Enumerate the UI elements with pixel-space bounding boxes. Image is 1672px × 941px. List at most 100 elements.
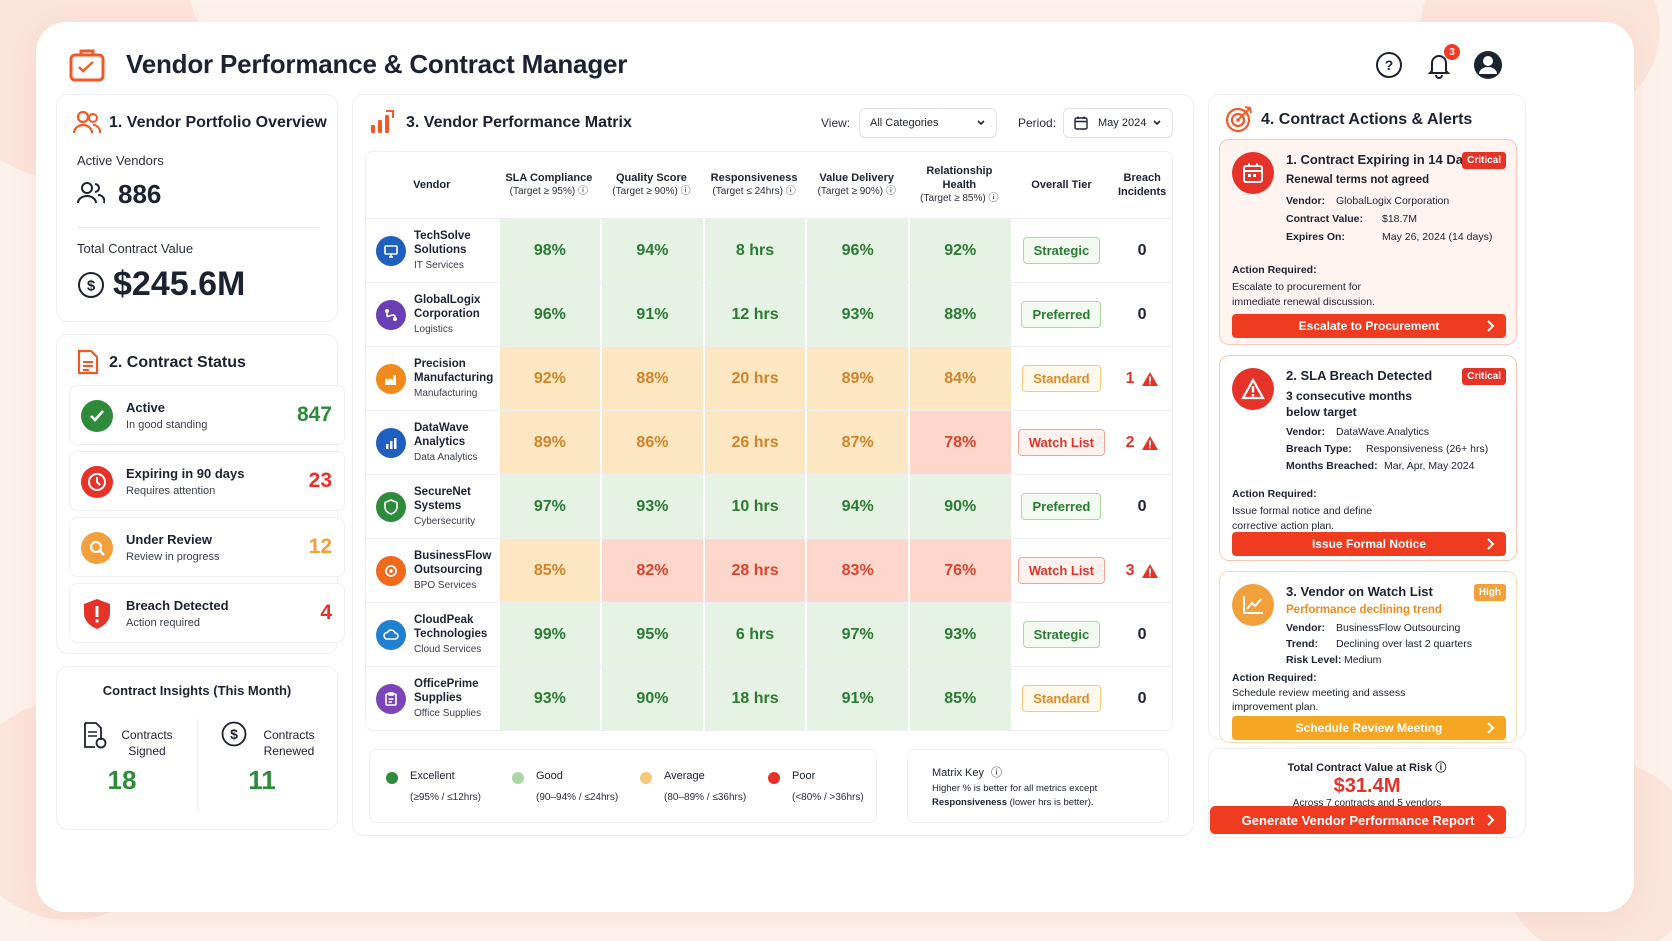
vendor-category: BPO Services: [414, 579, 477, 591]
action-required-text: Schedule review meeting and assess impro…: [1232, 687, 1406, 713]
vendor-cell[interactable]: TechSolve Solutions IT Services: [366, 219, 498, 282]
relationship-health-cell: 76%: [907, 539, 1011, 602]
status-label: Active: [126, 400, 166, 415]
schedule-review-meeting-button[interactable]: Schedule Review Meeting: [1232, 716, 1506, 740]
table-row[interactable]: Precision Manufacturing Manufacturing 92% 8…: [366, 346, 1172, 410]
alert-detail: Vendor: BusinessFlow Outsourcing: [1286, 622, 1461, 634]
status-sub: Action required: [126, 617, 200, 629]
alert-title: 1. Contract Expiring in 14 Days: [1286, 152, 1478, 167]
sla-compliance-cell: 85%: [497, 539, 601, 602]
responsiveness-cell: 20 hrs: [702, 347, 806, 410]
table-row[interactable]: SecureNet Systems Cybersecurity 97% 93% 10 h…: [366, 474, 1172, 538]
user-avatar-icon[interactable]: [1473, 50, 1503, 80]
legend-swatch: [640, 772, 652, 784]
vendor-cell[interactable]: Precision Manufacturing Manufacturing: [366, 347, 498, 410]
column-header-relationship-health[interactable]: Relationship Health (Target ≥ 85%) ⓘ: [920, 165, 999, 204]
responsiveness-cell: 10 hrs: [702, 475, 806, 538]
breach-count: 3: [1125, 561, 1135, 579]
status-count: 12: [308, 535, 332, 558]
table-row[interactable]: GlobalLogix Corporation Logistics 96% 91% 12…: [366, 282, 1172, 346]
app-header: Vendor Performance & Contract Manager ? …: [36, 22, 1634, 108]
table-row[interactable]: DataWave Analytics Data Analytics 89% 86% 26…: [366, 410, 1172, 474]
info-icon[interactable]: ⓘ: [1435, 762, 1447, 774]
status-item-under-review[interactable]: Under Review Review in progress 12: [69, 517, 345, 577]
chevron-right-icon: [1487, 814, 1495, 826]
sla-compliance-cell: 89%: [497, 411, 601, 474]
info-icon: ⓘ: [988, 193, 999, 204]
action-required-label: Action Required:: [1232, 672, 1317, 684]
alert-subtitle: Renewal terms not agreed: [1286, 174, 1430, 186]
tier-badge[interactable]: Standard: [1022, 685, 1101, 712]
breach-count: 0: [1137, 497, 1147, 515]
vendor-cell[interactable]: BusinessFlow Outsourcing BPO Services: [366, 539, 498, 602]
button-label: Generate Vendor Performance Report: [1241, 812, 1475, 828]
help-icon[interactable]: ?: [1374, 50, 1404, 80]
escalate-to-procurement-button[interactable]: Escalate to Procurement: [1232, 314, 1506, 338]
tier-badge[interactable]: Watch List: [1017, 557, 1105, 584]
vendor-category: Manufacturing: [414, 387, 478, 399]
alert-detail: Trend: Declining over last 2 quarters: [1286, 638, 1472, 650]
vendor-portfolio-card: 1. Vendor Portfolio Overview Active Vend…: [56, 94, 338, 322]
column-header-value-delivery[interactable]: Value Delivery (Target ≥ 90%) ⓘ: [817, 172, 896, 197]
legend-label: Excellent: [410, 770, 455, 782]
action-required-label: Action Required:: [1232, 264, 1317, 276]
tier-badge[interactable]: Strategic: [1022, 237, 1101, 264]
table-row[interactable]: OfficePrime Supplies Office Supplies 93% 90…: [366, 666, 1172, 730]
status-item-expiring[interactable]: Expiring in 90 days Requires attention 2…: [69, 451, 345, 511]
view-select[interactable]: All Categories: [859, 108, 997, 138]
column-header-quality[interactable]: Quality Score (Target ≥ 90%) ⓘ: [612, 172, 691, 197]
table-row[interactable]: BusinessFlow Outsourcing BPO Services 85% 8…: [366, 538, 1172, 602]
alert-title: 2. SLA Breach Detected: [1286, 368, 1433, 383]
legend-label: Average: [664, 770, 705, 782]
relationship-health-cell: 85%: [907, 667, 1011, 730]
value-delivery-cell: 91%: [805, 667, 908, 730]
quality-score-cell: 91%: [600, 283, 703, 346]
info-icon[interactable]: ⓘ: [991, 767, 1003, 779]
contracts-renewed-count: 11: [248, 765, 276, 795]
responsiveness-cell: 28 hrs: [702, 539, 806, 602]
active-vendors-count: 886: [118, 179, 162, 209]
tier-badge[interactable]: Watch List: [1017, 429, 1105, 456]
status-item-active[interactable]: Active In good standing 847: [69, 385, 345, 445]
tier-badge[interactable]: Preferred: [1021, 493, 1102, 520]
table-row[interactable]: TechSolve Solutions IT Services 98% 94% 8 hr…: [366, 218, 1172, 282]
button-label: Issue Formal Notice: [1311, 537, 1427, 551]
divider: [197, 719, 198, 811]
total-contract-value: $245.6M: [113, 265, 246, 303]
vendor-cell[interactable]: DataWave Analytics Data Analytics: [366, 411, 498, 474]
vendor-cell[interactable]: OfficePrime Supplies Office Supplies: [366, 667, 498, 730]
breach-count: 2: [1125, 433, 1135, 451]
generate-report-button[interactable]: Generate Vendor Performance Report: [1210, 806, 1506, 834]
contract-insights-card: Contract Insights (This Month) Contracts…: [56, 666, 338, 830]
section-title: 2. Contract Status: [109, 354, 246, 371]
signed-label-line: Signed: [128, 744, 166, 758]
high-badge: High: [1473, 584, 1506, 601]
dollar-circle-icon: $: [221, 721, 247, 747]
calendar-alert-icon: [1232, 152, 1274, 194]
vendor-cell[interactable]: SecureNet Systems Cybersecurity: [366, 475, 498, 538]
table-row[interactable]: CloudPeak Technologies Cloud Services 99% 9…: [366, 602, 1172, 666]
notifications-bell-icon[interactable]: 3: [1424, 44, 1460, 80]
tier-badge[interactable]: Preferred: [1021, 301, 1102, 328]
period-select[interactable]: May 2024: [1063, 108, 1173, 138]
quality-score-cell: 93%: [600, 475, 703, 538]
document-signed-icon: [84, 722, 107, 749]
vendor-category: IT Services: [414, 259, 464, 271]
column-header-sla[interactable]: SLA Compliance (Target ≥ 95%) ⓘ: [505, 172, 593, 197]
sla-compliance-cell: 99%: [497, 603, 601, 666]
tier-badge[interactable]: Strategic: [1022, 621, 1101, 648]
column-header-responsiveness[interactable]: Responsiveness (Target ≤ 24hrs) ⓘ: [710, 172, 798, 197]
status-sub: In good standing: [126, 419, 208, 431]
shield-alert-icon: [81, 598, 113, 630]
vendor-name: GlobalLogix Corporation: [414, 293, 481, 320]
signed-label: Contracts Signed: [107, 727, 187, 759]
status-item-breach[interactable]: Breach Detected Action required 4: [69, 583, 345, 643]
legend-label: Good: [536, 770, 563, 782]
vendor-cell[interactable]: CloudPeak Technologies Cloud Services: [366, 603, 498, 666]
issue-formal-notice-button[interactable]: Issue Formal Notice: [1232, 532, 1506, 556]
value-delivery-cell: 97%: [805, 603, 908, 666]
vendor-cell[interactable]: GlobalLogix Corporation Logistics: [366, 283, 498, 346]
status-label: Expiring in 90 days: [126, 466, 245, 481]
tier-badge[interactable]: Standard: [1022, 365, 1101, 392]
renewed-label: Contracts Renewed: [249, 727, 329, 759]
